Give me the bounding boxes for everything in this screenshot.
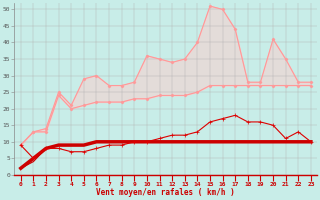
X-axis label: Vent moyen/en rafales ( km/h ): Vent moyen/en rafales ( km/h ) — [96, 188, 235, 197]
